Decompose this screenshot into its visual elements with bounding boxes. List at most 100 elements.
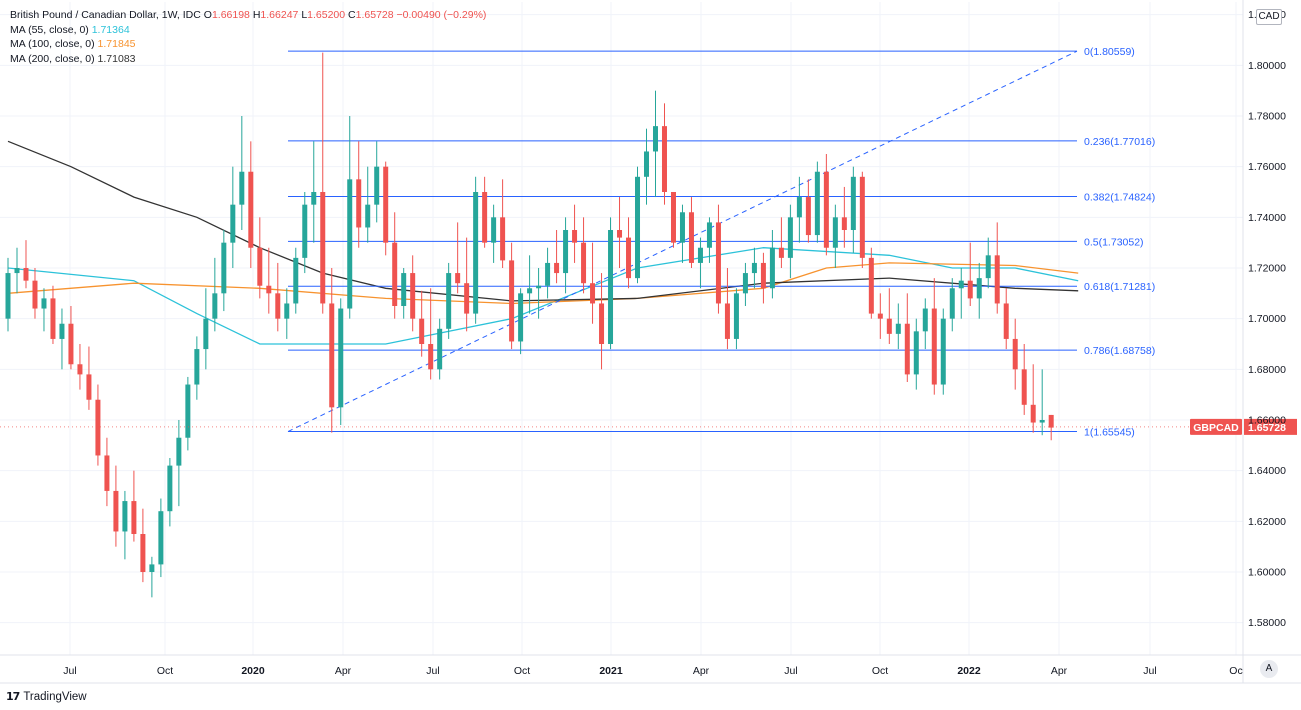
x-tick-label: 2022 <box>957 665 981 677</box>
candle-body <box>500 217 506 261</box>
legend-ma55[interactable]: MA (55, close, 0) 1.71364 <box>10 23 130 36</box>
candle-body <box>77 364 83 375</box>
candle-body <box>724 303 730 339</box>
x-tick-label: Oc <box>1229 665 1242 677</box>
candle-body <box>841 217 847 230</box>
tradingview-logo[interactable]: 17 TradingView <box>6 690 87 703</box>
candle-body <box>644 151 650 177</box>
candle-body <box>545 262 551 286</box>
fib-level-label: 0.5(1.73052) <box>1084 236 1144 248</box>
candle-body <box>356 179 362 228</box>
candle-body <box>446 273 452 329</box>
candle-body <box>581 242 587 284</box>
y-tick-label: 1.62000 <box>1248 516 1286 528</box>
ohlc-high: H1.66247 <box>252 9 299 21</box>
candle-body <box>787 217 793 258</box>
y-tick-label: 1.58000 <box>1248 617 1286 629</box>
candle-body <box>913 331 919 375</box>
candle-body <box>266 285 272 294</box>
y-tick-label: 1.76000 <box>1248 161 1286 173</box>
candle-body <box>706 222 712 248</box>
fib-level-label: 0.382(1.74824) <box>1084 191 1155 203</box>
x-tick-label: Oct <box>514 665 530 677</box>
candle-body <box>14 268 20 274</box>
candle-body <box>859 176 865 258</box>
candle-body <box>1012 338 1018 370</box>
candle-body <box>599 303 605 344</box>
candle-body <box>931 308 937 385</box>
candle-body <box>1003 303 1009 339</box>
candle-body <box>203 318 209 350</box>
x-tick-label: Oct <box>157 665 173 677</box>
legend-ma200[interactable]: MA (200, close, 0) 1.71083 <box>10 52 136 65</box>
candle-body <box>697 247 703 263</box>
auto-scale-button[interactable]: A <box>1260 660 1278 678</box>
candle-body <box>626 237 632 279</box>
candle-body <box>572 230 578 243</box>
candle-body <box>635 176 641 279</box>
candle-body <box>967 280 973 299</box>
candle-body <box>949 288 955 319</box>
x-tick-label: Jul <box>784 665 797 677</box>
candle-body <box>392 242 398 306</box>
candle-body <box>464 283 470 314</box>
candle-body <box>257 247 263 286</box>
candle-body <box>284 303 290 319</box>
candle-body <box>5 273 11 319</box>
candle-body <box>383 166 389 243</box>
chart-legend: British Pound / Canadian Dollar, 1W, IDC… <box>10 8 486 66</box>
candle-body <box>365 204 371 228</box>
candle-body <box>886 318 892 334</box>
y-tick-label: 1.68000 <box>1248 364 1286 376</box>
ohlc-open: O1.66198 <box>203 9 250 21</box>
candle-body <box>149 564 155 572</box>
candle-body <box>374 166 380 205</box>
candle-body <box>688 212 694 263</box>
candle-body <box>311 192 317 205</box>
candle-body <box>940 318 946 385</box>
candle-body <box>877 313 883 319</box>
candle-body <box>670 192 676 243</box>
candle-body <box>823 171 829 248</box>
ohlc-low: L1.65200 <box>301 9 346 21</box>
candle-body <box>113 490 119 532</box>
fib-level-label: 1(1.65545) <box>1084 427 1135 439</box>
candle-body <box>751 262 757 274</box>
price-axis: 1.58000 1.60000 1.62000 1.64000 1.66000 1.680… <box>0 0 1301 684</box>
candle-body <box>23 268 29 281</box>
last-price-tag <box>1244 418 1297 435</box>
legend-ma100[interactable]: MA (100, close, 0) 1.71845 <box>10 38 136 50</box>
symbol-title: British Pound / Canadian Dollar, 1W, IDC <box>10 9 201 21</box>
candle-body <box>715 222 721 304</box>
symbol-tag <box>1190 418 1242 435</box>
y-tick-label: 1.66000 <box>1248 415 1286 427</box>
candle-body <box>491 217 497 243</box>
candle-body <box>590 283 596 304</box>
candle-body <box>131 501 137 534</box>
fib-level-label: 0.236(1.77016) <box>1084 136 1155 148</box>
y-tick-label: 1.60000 <box>1248 567 1286 579</box>
candle-body <box>608 230 614 344</box>
currency-label[interactable]: CAD <box>1256 9 1282 25</box>
candlestick-series: GBPCAD 1.65728 <box>0 52 1297 598</box>
candle-body <box>850 176 856 230</box>
candle-body <box>1048 414 1054 428</box>
x-tick-label: Jul <box>1143 665 1156 677</box>
candle-body <box>985 255 991 279</box>
y-tick-label: 1.78000 <box>1248 111 1286 123</box>
x-tick-label: Jul <box>63 665 76 677</box>
candle-body <box>976 278 982 299</box>
candle-body <box>778 247 784 258</box>
candle-body <box>347 179 353 309</box>
x-tick-label: Jul <box>426 665 439 677</box>
brand-name: TradingView <box>23 691 87 703</box>
candle-body <box>401 273 407 306</box>
candle-body <box>68 323 74 365</box>
candle-body <box>652 126 658 152</box>
candle-body <box>904 323 910 375</box>
candle-body <box>760 262 766 289</box>
candle-body <box>158 511 164 565</box>
candle-body <box>248 171 254 248</box>
y-tick-label: 1.70000 <box>1248 313 1286 325</box>
